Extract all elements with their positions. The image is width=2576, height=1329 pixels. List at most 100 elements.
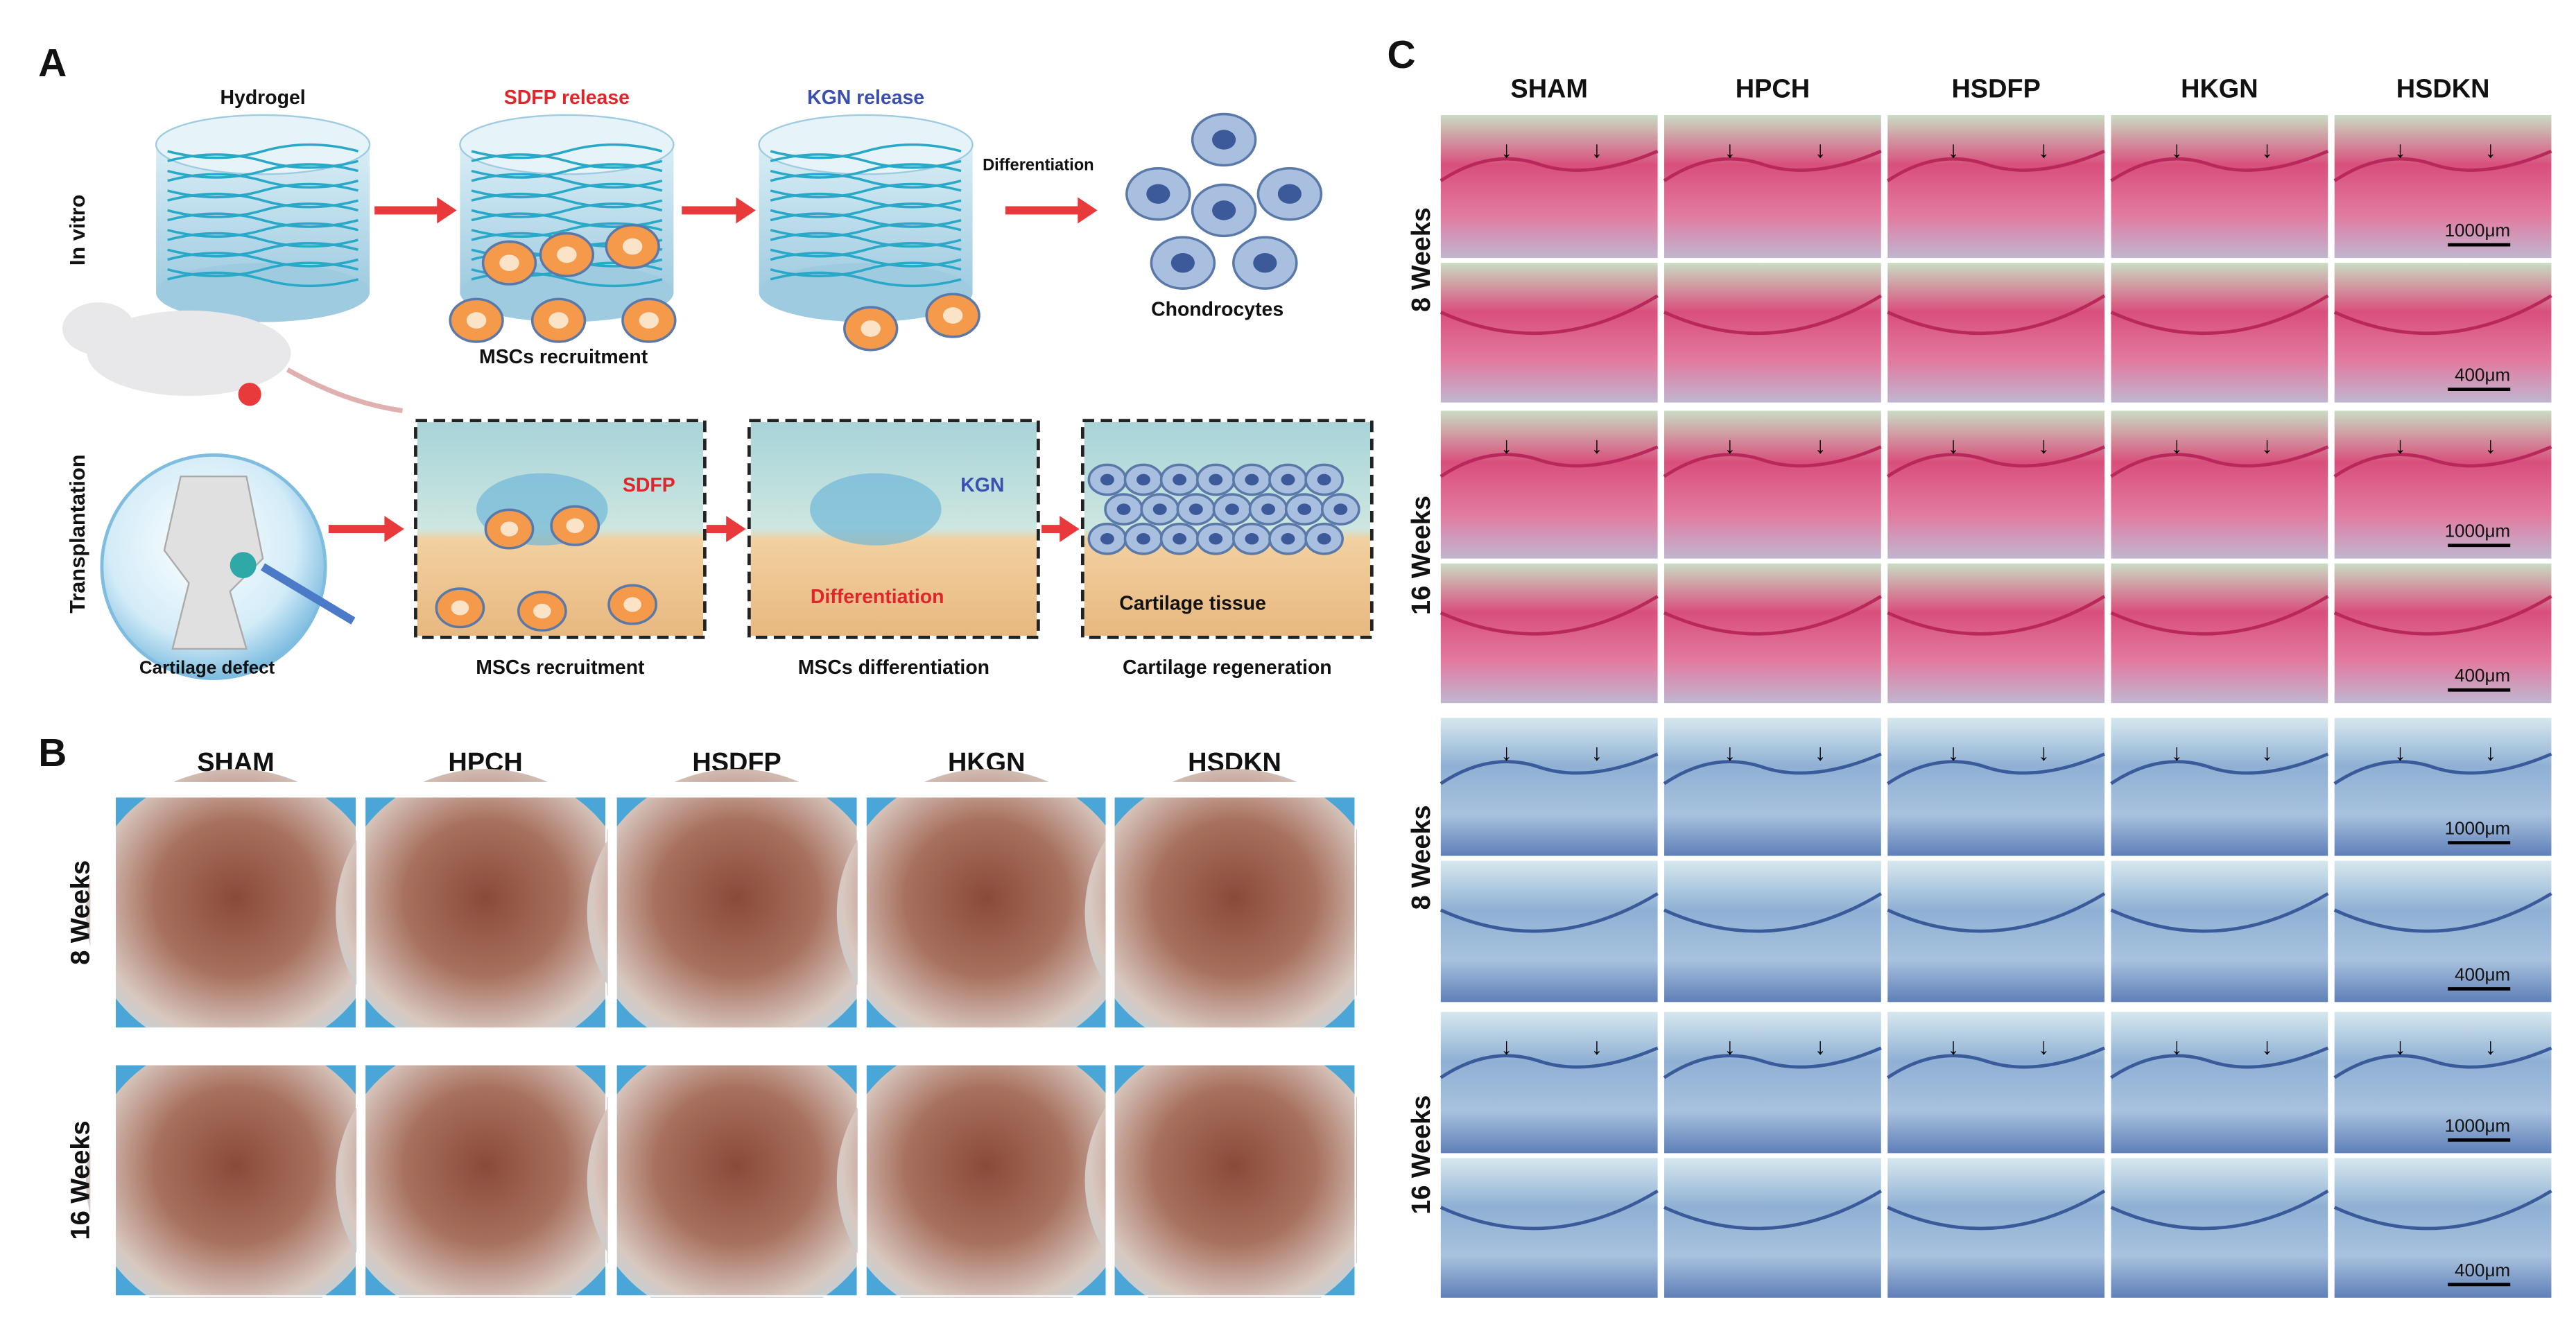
cartilage-surface xyxy=(1440,752,1659,785)
histology-image xyxy=(2334,718,2552,856)
nucleus xyxy=(1281,532,1295,545)
mouse-tail xyxy=(286,367,403,413)
caption: MSCs differentiation xyxy=(798,657,989,679)
joint-photo xyxy=(1084,1036,1385,1324)
nucleus xyxy=(1173,474,1187,486)
scale-bar-label: 400μm xyxy=(2455,964,2510,984)
caption: Cartilage regeneration xyxy=(1123,657,1332,679)
cartilage-surface xyxy=(2110,149,2329,182)
fiber xyxy=(167,153,358,169)
nucleus xyxy=(942,307,963,324)
hydrogel-top xyxy=(155,114,371,175)
gap xyxy=(90,781,1389,797)
cartilage-surface xyxy=(1440,1046,1659,1079)
joint-photo xyxy=(86,769,386,1057)
fiber xyxy=(167,252,358,268)
cartilage-surface xyxy=(2110,445,2329,478)
cartilage-surface xyxy=(2333,445,2552,478)
fiber xyxy=(167,212,358,228)
arrow-marker: ↓ xyxy=(1948,740,1960,765)
histology-image xyxy=(2111,114,2328,259)
hydrogel-top xyxy=(758,114,974,175)
nucleus xyxy=(1100,532,1114,545)
stage-label: SDFP release xyxy=(504,87,630,109)
arrow-marker: ↓ xyxy=(2261,740,2273,765)
fiber xyxy=(471,192,663,209)
cartilage-surface xyxy=(1440,445,1659,478)
nucleus xyxy=(1333,503,1348,515)
arrow-marker: ↓ xyxy=(2038,433,2050,458)
arrow-marker: ↓ xyxy=(1948,433,1960,458)
histology-image xyxy=(2111,410,2328,559)
fiber xyxy=(167,182,358,199)
cartilage-surface xyxy=(1663,752,1882,785)
panel-label: C xyxy=(1387,33,1415,77)
arrow-marker: ↓ xyxy=(2261,137,2273,163)
row-label: 8 Weeks xyxy=(1407,207,1436,312)
histology-image xyxy=(1440,718,1658,856)
fiber xyxy=(770,252,962,268)
arrow-marker: ↓ xyxy=(1501,740,1512,765)
dashed-box xyxy=(1080,419,1374,639)
arrow-marker: ↓ xyxy=(1591,433,1603,458)
arrow-marker: ↓ xyxy=(1815,137,1826,163)
histology-image xyxy=(1664,1011,1881,1154)
caption: MSCs recruitment xyxy=(479,346,648,368)
knee-defect xyxy=(230,552,257,579)
cartilage-surface xyxy=(1887,892,2106,933)
stage-label: Hydrogel xyxy=(220,87,305,109)
fiber xyxy=(167,261,358,277)
joint-photo xyxy=(587,769,887,1057)
fiber xyxy=(770,261,962,277)
cartilage-surface xyxy=(2110,294,2329,336)
fiber xyxy=(770,271,962,288)
column-header: HKGN xyxy=(2181,74,2258,103)
fiber xyxy=(167,271,358,288)
nucleus xyxy=(451,600,469,616)
cartilage-surface xyxy=(1886,445,2105,478)
arrow-marker: ↓ xyxy=(2171,433,2183,458)
arrow-marker: ↓ xyxy=(1948,1034,1960,1059)
arrow-marker: ↓ xyxy=(2485,137,2497,163)
joint-photo xyxy=(836,769,1136,1057)
box-label: Differentiation xyxy=(811,586,944,608)
caption: Cartilage defect xyxy=(139,657,275,677)
fiber xyxy=(167,242,358,258)
histology-image xyxy=(1887,1011,2105,1154)
nucleus xyxy=(1317,474,1331,486)
cartilage-surface xyxy=(2333,149,2552,182)
arrow-head xyxy=(437,197,457,224)
arrow-marker: ↓ xyxy=(1501,1034,1512,1059)
row-label: 16 Weeks xyxy=(66,1120,95,1240)
cartilage-surface xyxy=(1440,892,1659,933)
fiber xyxy=(471,143,663,159)
fiber xyxy=(471,173,663,189)
knee-bone xyxy=(163,476,264,650)
fiber xyxy=(770,192,962,209)
arrow-head xyxy=(1060,516,1080,542)
fiber xyxy=(471,163,663,179)
content: A In vitro Transplantation Hydrogel SDFP rel… xyxy=(38,33,2552,1329)
fiber xyxy=(167,192,358,209)
gap xyxy=(1357,788,1390,1306)
arrow-marker: ↓ xyxy=(1591,1034,1603,1059)
fiber xyxy=(167,222,358,238)
nucleus xyxy=(1212,200,1236,220)
nucleus xyxy=(500,521,519,537)
nucleus xyxy=(1317,532,1331,545)
arrow-marker: ↓ xyxy=(1724,1034,1736,1059)
histology-image xyxy=(1887,114,2105,259)
cartilage-surface xyxy=(2110,892,2329,933)
fiber xyxy=(770,242,962,258)
nucleus xyxy=(1136,532,1150,545)
scale-bar-label: 400μm xyxy=(2455,365,2510,385)
stage-label: KGN release xyxy=(807,87,924,109)
cartilage-surface xyxy=(1663,445,1882,478)
fiber xyxy=(770,153,962,169)
box-label: Cartilage tissue xyxy=(1119,593,1266,615)
mouse xyxy=(87,310,291,397)
joint-photo xyxy=(587,1036,887,1324)
joint-photo xyxy=(336,769,636,1057)
cartilage-surface xyxy=(1663,149,1882,182)
nucleus xyxy=(1170,253,1195,273)
